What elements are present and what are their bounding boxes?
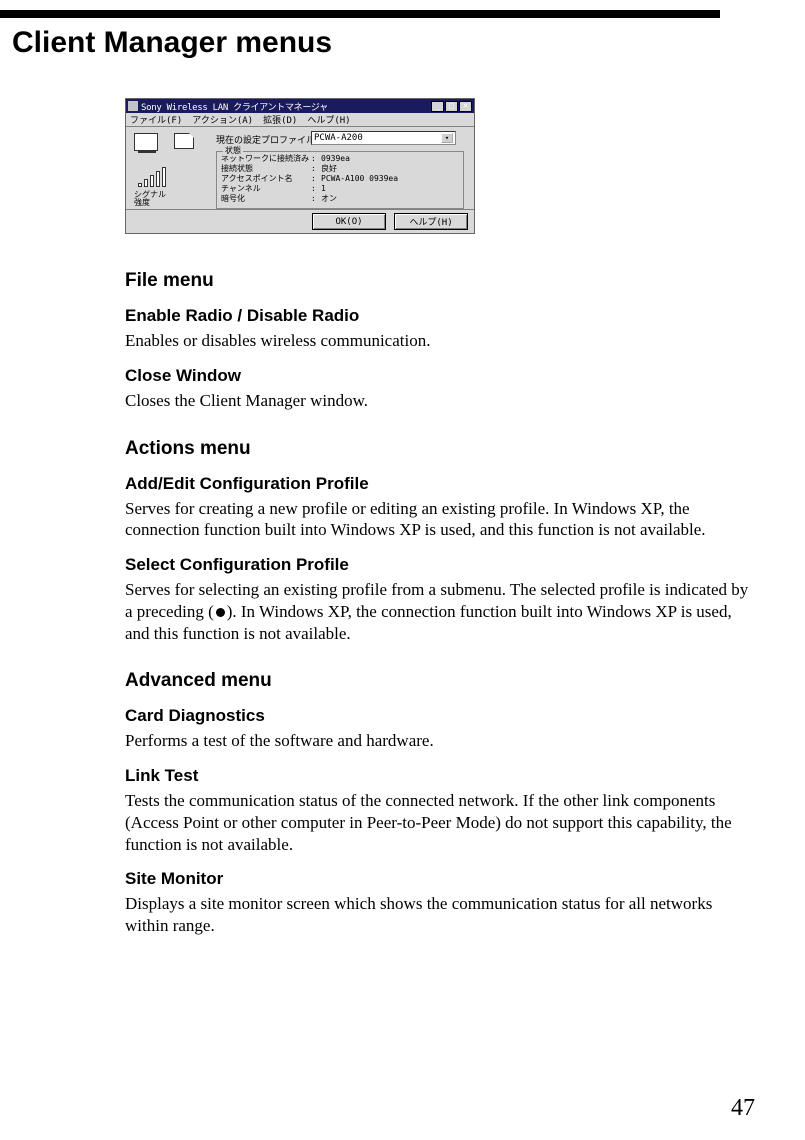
status-colon: : [311,164,321,174]
status-colon: : [311,154,321,164]
minimize-button[interactable]: _ [431,101,444,112]
item-body: Tests the communication status of the co… [125,790,755,855]
item-body: Displays a site monitor screen which sho… [125,893,755,937]
status-row: ネットワークに接続済み:0939ea [221,154,459,164]
bullet-icon [216,608,225,617]
window-footer: OK(O) ヘルプ(H) [126,209,474,233]
window-titlebar: Sony Wireless LAN クライアントマネージャ _ □ × [126,99,474,113]
ok-button[interactable]: OK(O) [312,213,386,230]
maximize-button[interactable]: □ [445,101,458,112]
laptop-icon [134,133,158,151]
window-title: Sony Wireless LAN クライアントマネージャ [141,100,328,113]
profile-dropdown[interactable]: PCWA-A200 ▾ [311,131,456,145]
signal-label: シグナル 強度 [134,191,166,207]
section-heading: Actions menu [125,438,755,460]
status-colon: : [311,174,321,184]
page-number: 47 [731,1095,755,1122]
signal-bar [144,179,148,187]
window-controls: _ □ × [431,101,472,112]
help-button[interactable]: ヘルプ(H) [394,213,468,230]
item-body: Serves for creating a new profile or edi… [125,498,755,542]
status-key: チャンネル [221,184,311,194]
status-colon: : [311,194,321,204]
item-body: Enables or disables wireless communicati… [125,330,755,352]
status-colon: : [311,184,321,194]
status-value: オン [321,194,337,204]
status-value: 1 [321,184,326,194]
status-groupbox: 状態 ネットワークに接続済み:0939ea 接続状態:良好 アクセスポイント名:… [216,151,464,209]
close-button[interactable]: × [459,101,472,112]
page-title: Client Manager menus [12,26,332,60]
item-body: Serves for selecting an existing profile… [125,579,755,644]
item-title: Link Test [125,766,755,786]
status-value: 0939ea [321,154,350,164]
item-title: Site Monitor [125,869,755,889]
profile-value: PCWA-A200 [314,133,363,143]
titlebar-left: Sony Wireless LAN クライアントマネージャ [128,100,328,113]
signal-bar [138,183,142,187]
section-heading: Advanced menu [125,670,755,692]
window-body: シグナル 強度 現在の設定プロファイル PCWA-A200 ▾ 状態 ネットワー… [126,127,474,209]
item-body: Closes the Client Manager window. [125,390,755,412]
status-value: PCWA-A100 0939ea [321,174,398,184]
chevron-down-icon[interactable]: ▾ [441,133,453,143]
section-heading: File menu [125,270,755,292]
document-content: File menu Enable Radio / Disable Radio Ena… [125,270,755,941]
menu-file[interactable]: ファイル(F) [130,113,182,126]
signal-bars [138,167,166,187]
status-row: 接続状態:良好 [221,164,459,174]
menubar: ファイル(F) アクション(A) 拡張(D) ヘルプ(H) [126,113,474,127]
item-title: Add/Edit Configuration Profile [125,474,755,494]
status-key: アクセスポイント名 [221,174,311,184]
status-key: 接続状態 [221,164,311,174]
menu-action[interactable]: アクション(A) [192,113,253,126]
item-title: Close Window [125,366,755,386]
menu-advanced[interactable]: 拡張(D) [263,113,297,126]
item-title: Select Configuration Profile [125,555,755,575]
status-row: 暗号化:オン [221,194,459,204]
signal-bar [162,167,166,187]
client-manager-window: Sony Wireless LAN クライアントマネージャ _ □ × ファイル… [125,98,475,234]
item-title: Card Diagnostics [125,706,755,726]
status-row: アクセスポイント名:PCWA-A100 0939ea [221,174,459,184]
menu-help[interactable]: ヘルプ(H) [307,113,350,126]
status-value: 良好 [321,164,337,174]
status-row: チャンネル:1 [221,184,459,194]
page: Client Manager menus Software setup Sony… [0,0,805,1140]
item-body: Performs a test of the software and hard… [125,730,755,752]
item-title: Enable Radio / Disable Radio [125,306,755,326]
top-rule [0,10,720,18]
signal-bar [156,171,160,187]
document-icon [174,133,194,149]
signal-bar [150,175,154,187]
signal-label-2: 強度 [134,199,166,207]
status-groupbox-title: 状態 [223,145,243,156]
status-key: 暗号化 [221,194,311,204]
app-icon [128,101,138,111]
